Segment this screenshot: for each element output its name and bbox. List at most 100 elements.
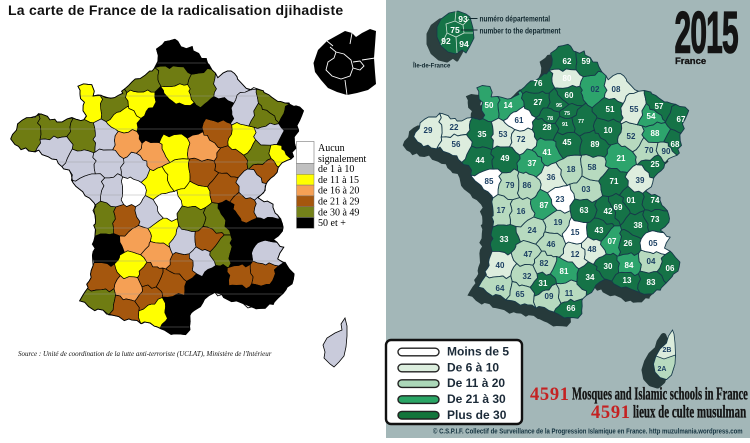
svg-text:08: 08	[612, 85, 621, 94]
svg-text:45: 45	[563, 138, 572, 147]
svg-text:53: 53	[499, 130, 508, 139]
svg-text:52: 52	[627, 132, 636, 141]
svg-text:89: 89	[591, 140, 600, 149]
svg-text:22: 22	[450, 123, 459, 132]
svg-text:67: 67	[677, 115, 686, 124]
svg-text:25: 25	[651, 160, 660, 169]
svg-text:07: 07	[608, 237, 617, 246]
svg-text:59: 59	[582, 57, 591, 66]
svg-text:33: 33	[500, 235, 509, 244]
svg-text:number to the department: number to the department	[480, 26, 562, 36]
svg-text:4591: 4591	[530, 385, 569, 405]
svg-text:94: 94	[459, 39, 469, 49]
svg-text:04: 04	[647, 257, 656, 266]
svg-text:46: 46	[547, 240, 556, 249]
svg-text:14: 14	[504, 101, 513, 110]
svg-text:85: 85	[485, 177, 494, 186]
svg-text:80: 80	[563, 74, 572, 83]
svg-text:© C.S.P.I.F. Collectif de Surv: © C.S.P.I.F. Collectif de Surveillance d…	[433, 427, 743, 436]
svg-text:France: France	[675, 56, 706, 67]
svg-text:01: 01	[627, 196, 636, 205]
svg-text:35: 35	[478, 130, 487, 139]
svg-text:de 11 à 15: de 11 à 15	[318, 175, 359, 186]
svg-text:19: 19	[554, 218, 563, 227]
svg-text:23: 23	[556, 195, 565, 204]
svg-text:La carte de France de la radic: La carte de France de la radicalisation …	[8, 2, 343, 18]
svg-text:21: 21	[617, 154, 626, 163]
svg-text:66: 66	[567, 304, 576, 313]
svg-text:63: 63	[580, 206, 589, 215]
svg-text:31: 31	[539, 279, 548, 288]
svg-text:Mosques and Islamic schools in: Mosques and Islamic schools in France	[572, 385, 748, 405]
svg-text:64: 64	[496, 284, 505, 293]
svg-text:51: 51	[606, 105, 615, 114]
svg-text:91: 91	[562, 122, 568, 128]
svg-text:4591: 4591	[591, 403, 630, 423]
svg-text:Plus de 30: Plus de 30	[447, 408, 507, 422]
svg-text:88: 88	[651, 129, 660, 138]
svg-text:De 11 à 20: De 11 à 20	[447, 376, 505, 390]
svg-text:18: 18	[567, 165, 576, 174]
svg-text:28: 28	[543, 123, 552, 132]
svg-text:69: 69	[614, 203, 623, 212]
svg-text:93: 93	[458, 14, 468, 24]
svg-text:numéro départemental: numéro départemental	[480, 14, 551, 24]
svg-text:Aucun: Aucun	[318, 143, 345, 154]
svg-text:77: 77	[578, 119, 584, 125]
svg-text:74: 74	[651, 196, 660, 205]
svg-text:2A: 2A	[658, 366, 667, 373]
svg-text:83: 83	[647, 278, 656, 287]
svg-text:16: 16	[517, 207, 526, 216]
svg-text:58: 58	[588, 163, 597, 172]
svg-text:92: 92	[441, 36, 451, 46]
svg-text:73: 73	[651, 215, 660, 224]
svg-text:42: 42	[604, 207, 613, 216]
svg-text:75: 75	[450, 25, 460, 35]
svg-text:70: 70	[645, 146, 654, 155]
svg-text:06: 06	[666, 264, 675, 273]
svg-text:05: 05	[649, 239, 658, 248]
svg-text:54: 54	[647, 112, 656, 121]
svg-text:34: 34	[586, 273, 595, 282]
svg-text:de 16 à 20: de 16 à 20	[318, 186, 359, 197]
svg-text:37: 37	[528, 159, 537, 168]
svg-text:10: 10	[604, 126, 613, 135]
svg-text:84: 84	[625, 261, 634, 270]
svg-text:17: 17	[497, 206, 506, 215]
svg-text:68: 68	[671, 140, 680, 149]
svg-text:50 et +: 50 et +	[318, 218, 346, 229]
svg-text:11: 11	[565, 289, 574, 298]
svg-text:09: 09	[545, 292, 554, 301]
svg-text:65: 65	[516, 290, 525, 299]
svg-text:de 21 à 29: de 21 à 29	[318, 197, 359, 208]
svg-text:39: 39	[636, 176, 645, 185]
svg-text:signalement: signalement	[318, 154, 367, 165]
svg-text:95: 95	[556, 103, 562, 109]
svg-text:de 1 à 10: de 1 à 10	[318, 164, 354, 175]
svg-text:29: 29	[424, 126, 433, 135]
svg-text:57: 57	[655, 102, 664, 111]
svg-text:12: 12	[571, 250, 580, 259]
svg-text:49: 49	[501, 154, 510, 163]
svg-text:48: 48	[588, 245, 597, 254]
svg-text:Île-de-France: Île-de-France	[412, 62, 451, 70]
svg-text:24: 24	[528, 226, 537, 235]
svg-text:de 30 à 49: de 30 à 49	[318, 207, 359, 218]
svg-text:De 6 à 10: De 6 à 10	[447, 361, 499, 375]
svg-text:61: 61	[515, 116, 524, 125]
svg-text:26: 26	[624, 239, 633, 248]
svg-text:03: 03	[582, 185, 591, 194]
svg-text:36: 36	[547, 173, 556, 182]
svg-text:47: 47	[524, 250, 533, 259]
svg-text:90: 90	[662, 147, 671, 156]
svg-text:13: 13	[623, 276, 632, 285]
svg-text:Source : Unité de coordination: Source : Unité de coordination de la lut…	[18, 349, 272, 358]
svg-text:43: 43	[595, 226, 604, 235]
svg-text:72: 72	[517, 135, 526, 144]
svg-text:76: 76	[534, 79, 543, 88]
svg-text:32: 32	[523, 272, 532, 281]
svg-text:44: 44	[476, 156, 485, 165]
svg-text:2015: 2015	[675, 0, 739, 65]
svg-text:50: 50	[485, 101, 494, 110]
svg-text:41: 41	[543, 148, 552, 157]
